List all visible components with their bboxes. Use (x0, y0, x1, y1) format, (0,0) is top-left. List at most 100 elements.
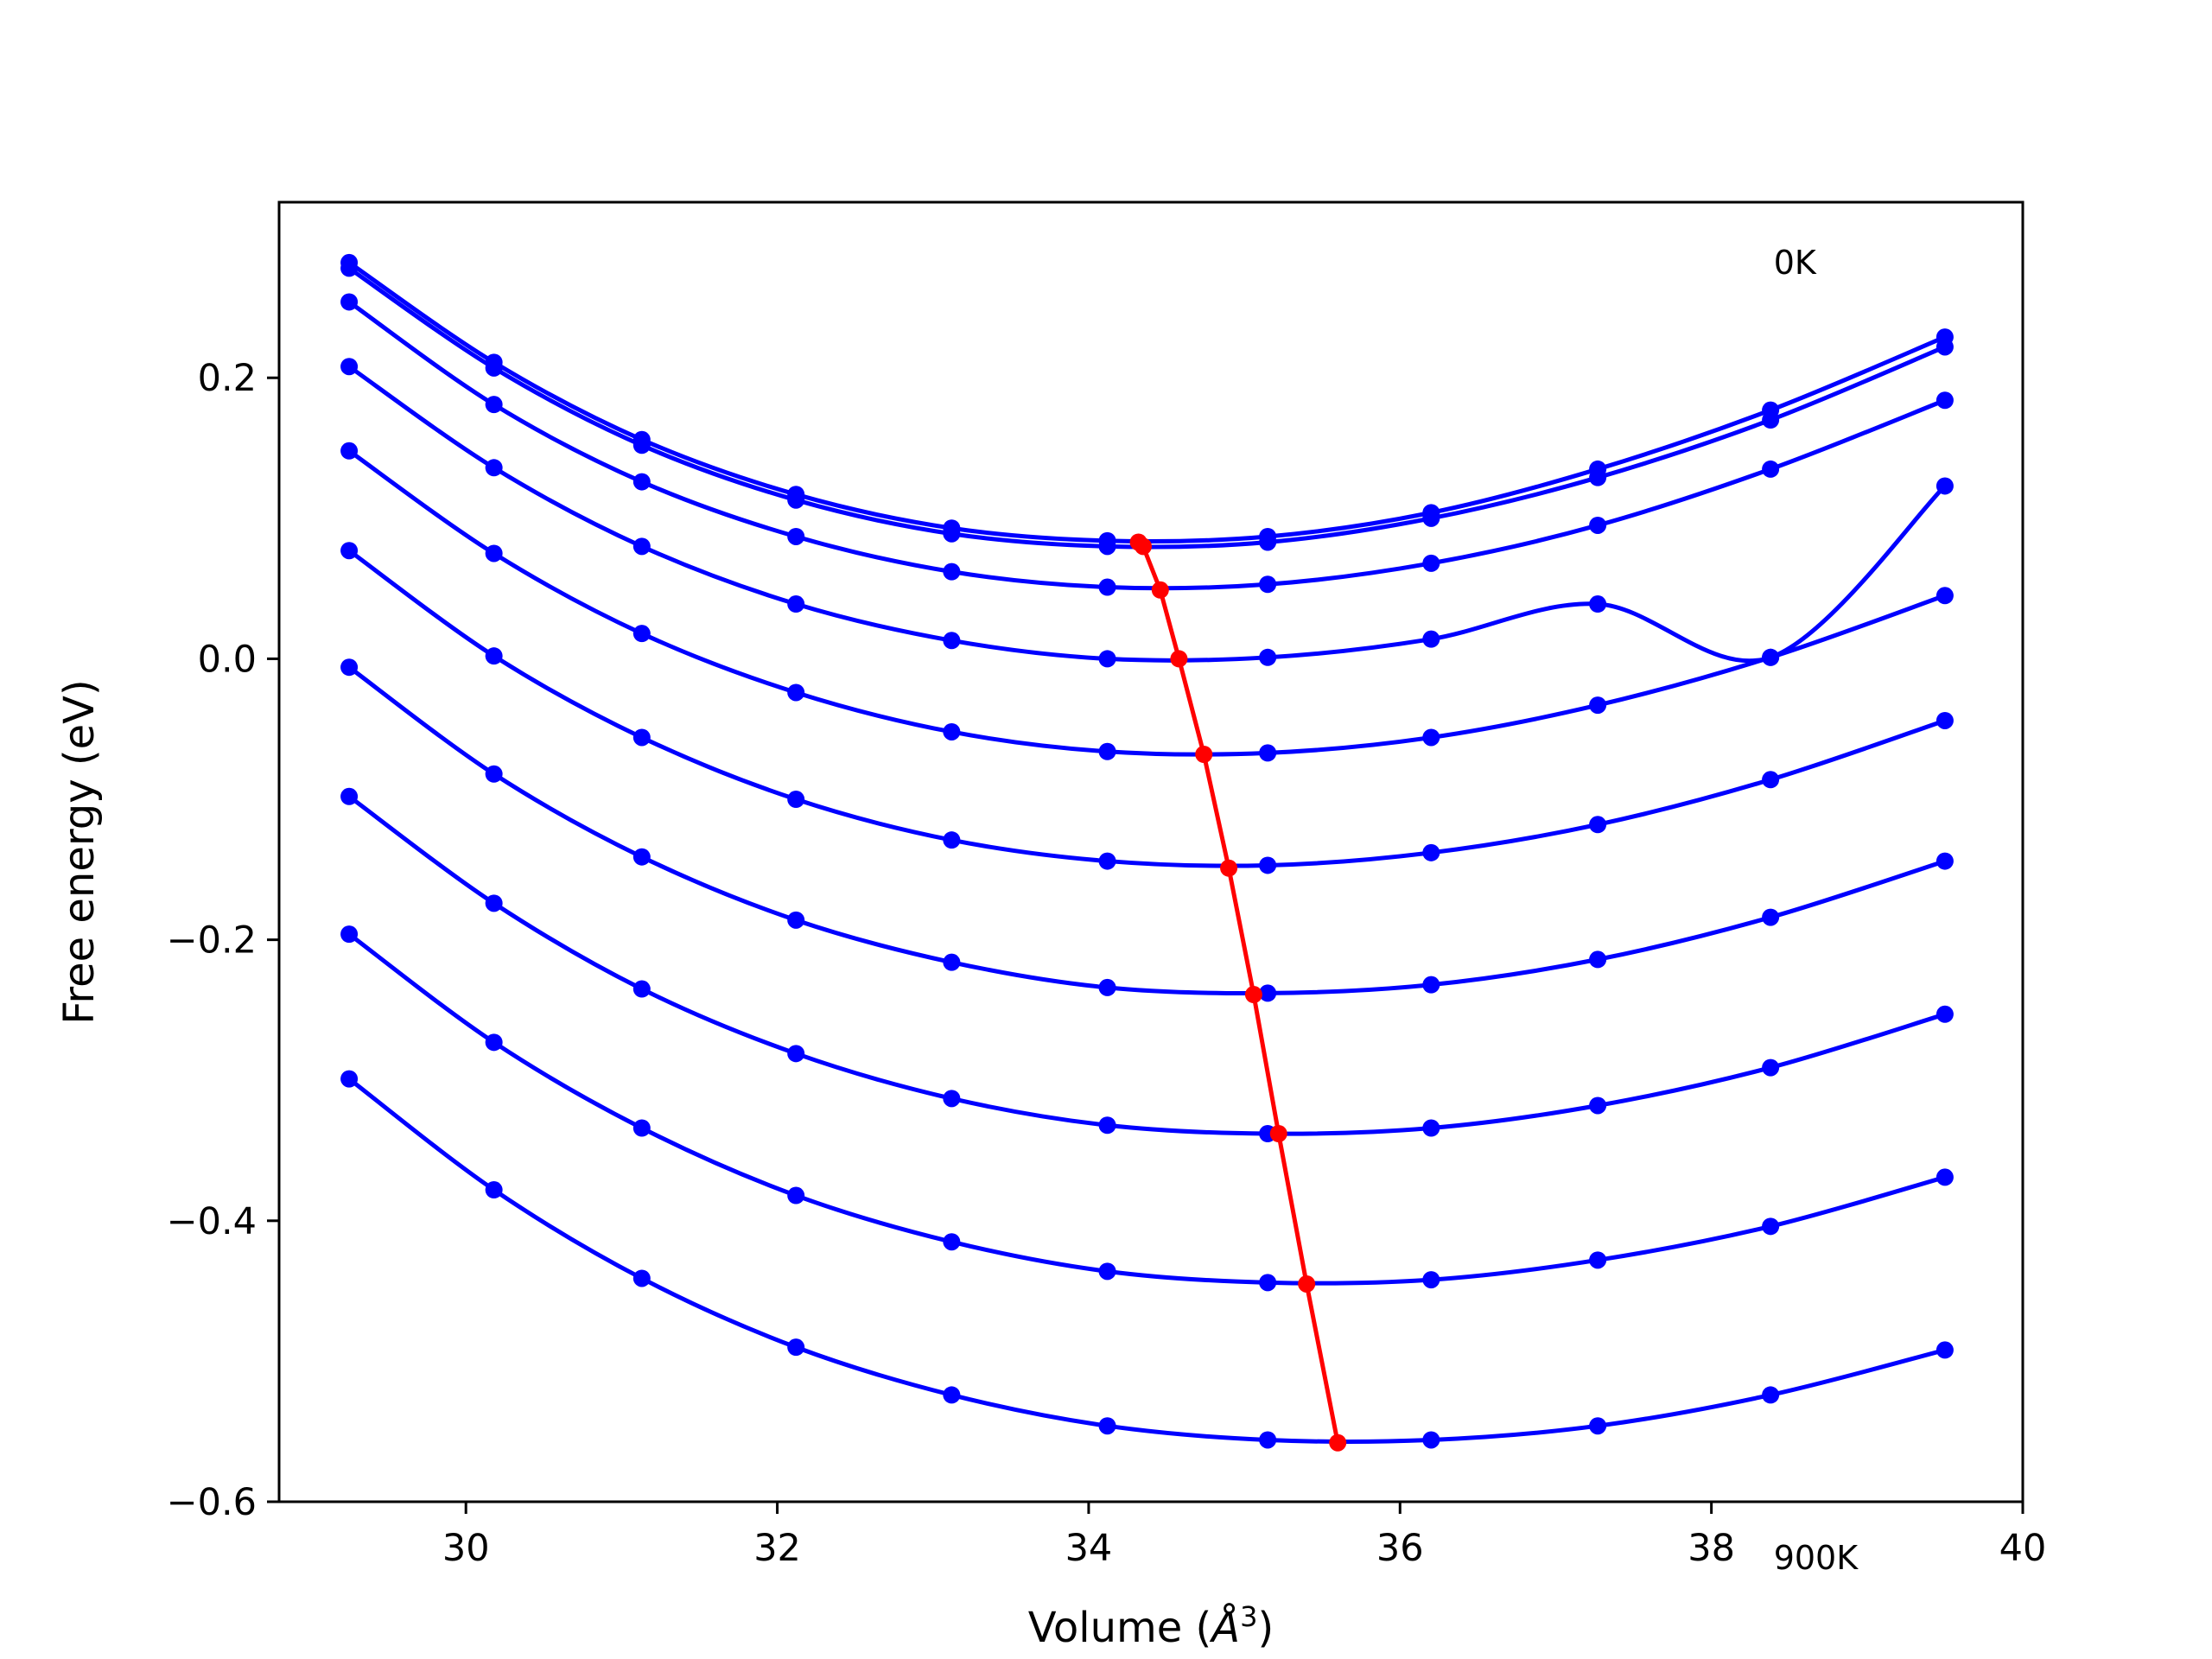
series-point (1422, 1119, 1440, 1137)
series-line (347, 260, 1946, 544)
series-point (1259, 648, 1277, 666)
y-tick-label: 0.0 (198, 638, 257, 681)
series-line (347, 794, 1946, 1136)
series-point (485, 765, 503, 783)
series-point (1422, 630, 1440, 648)
minima-point (1134, 537, 1152, 556)
minima-point (1195, 745, 1213, 763)
minima-line (1136, 540, 1340, 1444)
series-point (1936, 711, 1954, 729)
series-point (1762, 771, 1780, 789)
series-point (787, 1045, 805, 1063)
temperature-annotation: 0K (1774, 244, 1817, 282)
series-point (1422, 1431, 1440, 1449)
series-point (1098, 852, 1116, 870)
series-point (485, 1033, 503, 1052)
series-point (787, 1186, 805, 1205)
series-point (485, 1181, 503, 1199)
series-point (1762, 1058, 1780, 1077)
x-tick-label: 34 (1065, 1527, 1113, 1570)
series-line (347, 266, 1946, 550)
series-point (787, 595, 805, 613)
series-point (787, 1338, 805, 1357)
series-point (632, 436, 651, 454)
series-point (1259, 856, 1277, 874)
series-point (1936, 587, 1954, 605)
y-tick-label: −0.2 (167, 919, 257, 963)
series-point (340, 542, 359, 560)
series-point (1589, 1096, 1607, 1115)
series-point (485, 647, 503, 665)
series-point (1098, 1116, 1116, 1135)
series-point (632, 728, 651, 747)
x-axis: 30 32 34 36 38 40 (442, 1502, 2047, 1570)
series-point (1589, 468, 1607, 486)
series-point (340, 358, 359, 376)
series-point (1936, 852, 1954, 870)
series-line (347, 932, 1946, 1286)
series-point (340, 442, 359, 460)
series-point (632, 848, 651, 866)
series-point (1936, 338, 1954, 356)
series-point (787, 683, 805, 702)
series-point (1936, 477, 1954, 495)
series-point (1422, 728, 1440, 747)
series-point (485, 359, 503, 377)
series-point (943, 1386, 961, 1404)
series-point (1762, 460, 1780, 478)
series-point (943, 831, 961, 849)
x-tick-label: 40 (1999, 1527, 2047, 1570)
minima-point (1244, 986, 1262, 1004)
series-point (1098, 650, 1116, 668)
curves-layer (340, 253, 1954, 1449)
series-point (632, 473, 651, 491)
series-point (1762, 908, 1780, 926)
y-tick-label: 0.2 (198, 357, 257, 400)
series-point (1422, 843, 1440, 861)
series-point (340, 259, 359, 277)
series-point (1098, 978, 1116, 996)
series-point (1098, 537, 1116, 556)
series-line (347, 665, 1946, 996)
series-point (1422, 1271, 1440, 1289)
series-point (340, 293, 359, 311)
series-point (632, 1119, 651, 1137)
minima-point (1329, 1433, 1347, 1452)
series-point (1936, 391, 1954, 410)
temperature-annotation: 900K (1774, 1539, 1859, 1577)
series-point (1762, 1217, 1780, 1236)
series-point (340, 787, 359, 805)
series-point (1259, 984, 1277, 1002)
series-point (943, 632, 961, 650)
series-point (1259, 1431, 1277, 1449)
series-line (347, 549, 1946, 868)
series-point (1422, 509, 1440, 527)
series-point (1589, 595, 1607, 613)
minima-point (1269, 1125, 1287, 1143)
series-point (485, 459, 503, 477)
series-point (1589, 950, 1607, 969)
series-point (632, 1269, 651, 1287)
series-point (1098, 578, 1116, 596)
x-tick-label: 36 (1376, 1527, 1424, 1570)
series-point (787, 527, 805, 545)
x-tick-label: 30 (442, 1527, 490, 1570)
series-point (632, 980, 651, 998)
series-point (787, 791, 805, 809)
minima-point (1298, 1274, 1316, 1293)
series-point (340, 1070, 359, 1088)
series-point (1098, 1417, 1116, 1435)
series-point (1098, 1262, 1116, 1281)
series-point (340, 925, 359, 944)
series-point (1422, 976, 1440, 994)
x-tick-label: 38 (1688, 1527, 1735, 1570)
minima-point (1170, 650, 1188, 668)
series-point (340, 658, 359, 677)
series-point (787, 911, 805, 929)
series-point (1589, 816, 1607, 834)
series-point (787, 491, 805, 509)
y-axis: −0.6 −0.4 −0.2 0.0 0.2 (167, 357, 279, 1524)
series-line (347, 1077, 1946, 1444)
y-tick-label: −0.4 (167, 1200, 257, 1243)
